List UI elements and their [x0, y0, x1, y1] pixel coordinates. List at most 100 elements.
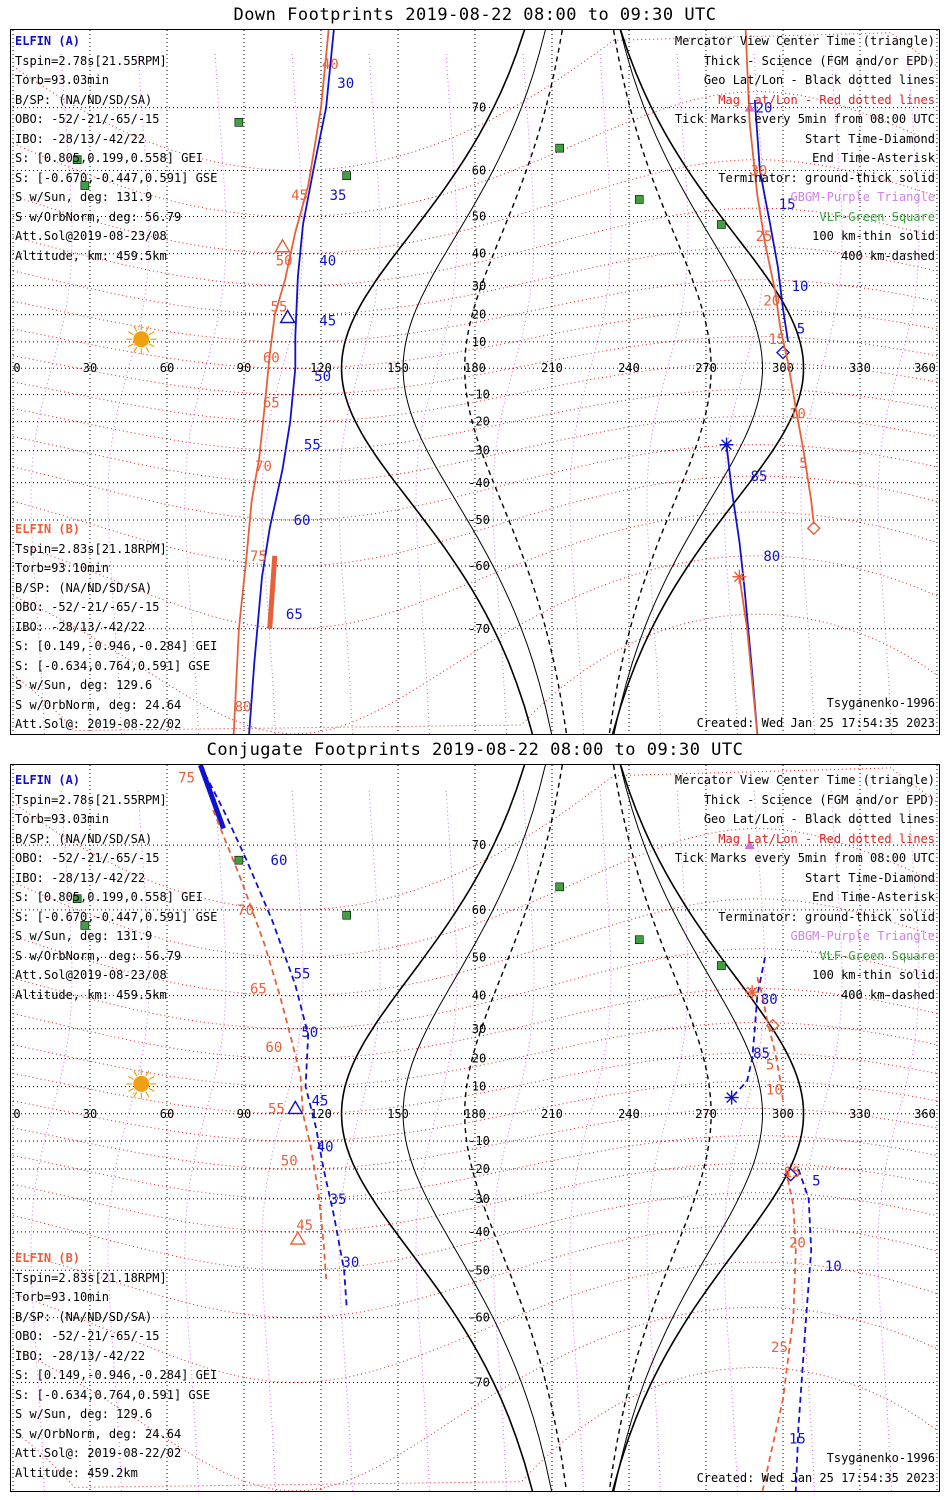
time-tick-label: 25: [771, 1340, 788, 1356]
vlf-station: [555, 882, 565, 892]
info-line: IBO: -28/13/-42/22: [15, 131, 146, 146]
sun-ray: [148, 343, 155, 348]
terminator-ground: [611, 30, 805, 734]
legend-entry: Mercator View Center Time (triangle): [674, 773, 935, 787]
time-tick-label: 55: [294, 966, 311, 982]
vlf-station: [234, 118, 244, 127]
lat-tick-label: -50: [468, 513, 490, 527]
mag-lon-line: [492, 53, 535, 734]
time-tick-label: 5: [766, 1057, 774, 1073]
sun-ray: [133, 325, 138, 332]
lon-tick-label: 30: [83, 1107, 97, 1121]
lat-tick-label: -10: [468, 388, 490, 402]
sun-ray: [145, 325, 150, 332]
legend-entry: 400 km-dashed: [841, 248, 935, 263]
lon-tick-label: 150: [387, 361, 409, 375]
geo-grid: [12, 30, 938, 734]
time-tick-label: 65: [286, 607, 303, 623]
vlf-station: [72, 155, 82, 164]
time-tick-label: 5: [799, 456, 807, 472]
info-line: S: [0.149,-0.946,-0.284] GEI: [15, 1368, 218, 1382]
footprint-line: [738, 576, 759, 734]
lat-tick-label: 40: [472, 247, 486, 261]
terminator-ground: [340, 30, 534, 734]
legend-entry: End Time-Asterisk: [812, 890, 935, 904]
time-tick-label: 80: [235, 699, 252, 715]
info-line: S w/OrbNorm, deg: 56.79: [15, 948, 182, 963]
info-line: Torb=93.03min: [15, 73, 109, 87]
lon-tick-label: 330: [849, 1107, 871, 1121]
asterisk-stroke: [726, 1092, 738, 1104]
elfin-a-info: ELFIN (A) Tspin=2.78s[21.55RPM] Torb=93.03…: [15, 32, 217, 266]
footprint-track: 30 35 40 45 50 55 60 65 20 15 10 5 85 80: [248, 30, 809, 734]
info-line: IBO: -28/13/-42/22: [15, 619, 146, 634]
legend-entry: GBGM-Purple Triangle: [790, 929, 936, 943]
science-segment: [267, 555, 278, 629]
time-tick-label: 15: [779, 197, 796, 213]
lon-tick-label: 120: [310, 361, 332, 375]
mag-lon-line: [261, 789, 304, 1491]
mag-lat-line: [12, 613, 938, 732]
sun-ray: [148, 1087, 155, 1092]
lon-tick-label: 120: [310, 1107, 332, 1121]
footprint-line: [199, 765, 348, 1308]
mag-lat-line: [12, 32, 938, 172]
legend-entry: Thick - Science (FGM and/or EPD): [703, 53, 935, 68]
footprint-track: 40 45 50 55 60 65 70 75 80 30 25 20 15 10 5: [232, 30, 821, 734]
vlf-station: [342, 910, 351, 920]
lat-tick-label: 50: [472, 209, 486, 223]
asterisk-stroke: [721, 439, 732, 451]
vlf-station: [342, 171, 351, 180]
legend-entry: GBGM-Purple Triangle: [790, 190, 936, 204]
info-line: S: [0.805,0.199,0.558] GEI: [15, 151, 203, 165]
info-line: Tspin=2.78s[21.55RPM]: [15, 792, 167, 807]
info-line: Att.Sol@2019-08-23/08: [15, 968, 167, 982]
lat-tick-label: -40: [468, 476, 490, 490]
lon-tick-label: 330: [849, 361, 871, 375]
info-line: S: [-0.634,0.764,0.591] GSE: [15, 658, 211, 673]
info-line: OBO: -52/-21/-65/-15: [15, 600, 160, 614]
info-line: Att.Sol@: 2019-08-22/02: [15, 1446, 182, 1460]
lat-tick-label: 60: [472, 164, 486, 178]
lon-tick-label: 210: [541, 361, 563, 375]
mag-lat-line: [12, 767, 938, 911]
info-line: S w/Sun, deg: 129.6: [15, 1407, 153, 1421]
model-name: Tsyganenko-1996: [826, 1451, 935, 1465]
info-line: S w/Sun, deg: 129.6: [15, 678, 153, 692]
sun-ray: [128, 343, 134, 348]
info-line: B/SP: (NA/ND/SD/SA): [15, 92, 153, 107]
created-timestamp: Created: Wed Jan 25 17:54:35 2023: [696, 1471, 935, 1485]
lon-tick-label: 90: [237, 361, 251, 375]
time-tick-label: 10: [766, 1082, 783, 1098]
lat-tick-label: -30: [468, 1192, 490, 1206]
time-tick-label: 45: [312, 1093, 329, 1109]
view-center-triangle: [274, 238, 291, 253]
time-tick-label: 10: [792, 279, 809, 295]
terminator-100km: [402, 765, 553, 1491]
footprint-track: 75 70 65 60 55 50 45 10 5 15 20 25: [178, 770, 806, 1491]
time-tick-label: 30: [751, 164, 768, 180]
elfin-b-info: ELFIN (B) Tspin=2.83s[21.18RPM] Torb=93.10…: [15, 1249, 217, 1483]
asterisk-stroke: [746, 986, 758, 998]
sun-disc: [133, 1075, 150, 1092]
lat-tick-label: 10: [472, 335, 486, 349]
legend-entry: Mag Lat/Lon - Red dotted lines: [718, 92, 935, 107]
end-asterisk: [745, 985, 760, 1000]
info-line: OBO: -52/-21/-65/-15: [15, 112, 160, 126]
time-tick-label: 20: [789, 1236, 806, 1252]
lon-tick-label: 270: [695, 1107, 717, 1121]
info-line: IBO: -28/13/-42/22: [15, 870, 146, 885]
lon-tick-label: 0: [13, 361, 20, 375]
terminator-400km: [608, 765, 712, 1491]
legend-entry: 100 km-thin solid: [812, 229, 935, 243]
geo-grid: [12, 765, 938, 1491]
lon-tick-label: 150: [387, 1107, 409, 1121]
end-asterisk: [719, 437, 734, 452]
vlf-station: [634, 935, 644, 945]
footprint-map-plot: 0 30 60 90 120 150 180 210 240 270 300 330 360706050…: [12, 30, 938, 734]
lon-tick-label: 180: [464, 1107, 486, 1121]
lat-tick-label: -60: [468, 559, 490, 573]
time-tick-label: 50: [281, 1153, 298, 1169]
lat-tick-label: -40: [468, 1225, 490, 1239]
info-line: B/SP: (NA/ND/SD/SA): [15, 831, 153, 846]
